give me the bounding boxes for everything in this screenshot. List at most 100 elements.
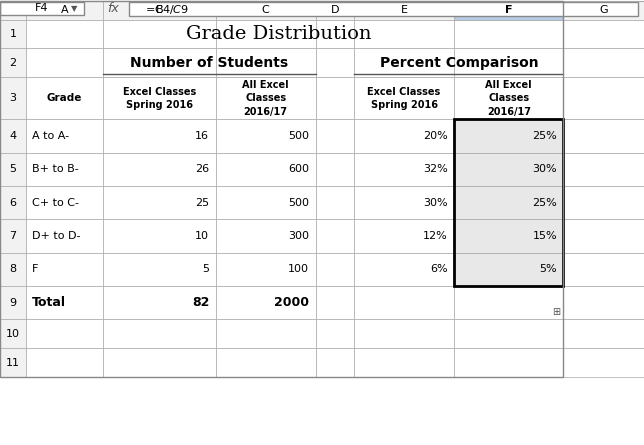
Text: 20%: 20% (423, 131, 448, 141)
Bar (316, 348, 354, 377)
Bar (216, 219, 316, 253)
Text: ▼: ▼ (71, 4, 77, 12)
Bar (216, 119, 316, 153)
Text: 16: 16 (195, 131, 209, 141)
Text: 11: 11 (6, 358, 20, 368)
Bar (0, 20, 26, 49)
Text: B+ to B-: B+ to B- (32, 164, 79, 174)
Bar (564, 77, 644, 119)
Bar (216, 20, 316, 49)
Bar (103, 49, 216, 77)
Bar (0, 253, 26, 286)
Bar (564, 20, 644, 49)
Bar (103, 253, 216, 286)
Bar (0, 153, 26, 186)
Bar (564, 153, 644, 186)
Text: F: F (505, 5, 513, 15)
Text: A to A-: A to A- (32, 131, 70, 141)
Bar (316, 77, 354, 119)
Bar (103, 153, 216, 186)
Bar (354, 320, 454, 348)
Bar (454, 49, 564, 77)
Text: Excel Classes
Spring 2016: Excel Classes Spring 2016 (123, 87, 196, 110)
Bar (216, 320, 316, 348)
Text: 30%: 30% (423, 198, 448, 208)
Text: 100: 100 (288, 264, 309, 274)
Text: 8: 8 (9, 264, 17, 274)
Bar (454, 320, 564, 348)
Bar (354, 77, 454, 119)
Bar (103, 20, 216, 49)
Text: 600: 600 (288, 164, 309, 174)
Bar (454, 219, 564, 253)
Bar (454, 1, 564, 20)
Text: 32%: 32% (423, 164, 448, 174)
Bar (26, 77, 103, 119)
Bar (316, 20, 354, 49)
Bar (129, 2, 638, 16)
Bar (216, 253, 316, 286)
Text: 25: 25 (195, 198, 209, 208)
Bar (216, 49, 316, 77)
Text: A: A (61, 5, 68, 15)
Bar (26, 49, 103, 77)
Text: 6: 6 (10, 198, 16, 208)
Text: Excel Classes
Spring 2016: Excel Classes Spring 2016 (368, 87, 440, 110)
Bar (454, 20, 564, 49)
Bar (0, 2, 84, 15)
Bar (26, 119, 103, 153)
Bar (354, 153, 454, 186)
Text: 7: 7 (9, 231, 17, 241)
Bar (564, 348, 644, 377)
Text: 500: 500 (288, 198, 309, 208)
Bar (454, 219, 564, 253)
Text: C+ to C-: C+ to C- (32, 198, 79, 208)
Bar (454, 77, 564, 119)
Bar (0, 320, 26, 348)
Bar (103, 286, 216, 320)
Bar (454, 286, 564, 320)
Text: 3: 3 (10, 93, 16, 103)
Bar (354, 348, 454, 377)
Bar (316, 1, 354, 20)
Bar (454, 119, 564, 286)
Bar (354, 286, 454, 320)
Bar (354, 119, 454, 153)
Bar (454, 153, 564, 186)
Text: 2000: 2000 (274, 296, 309, 309)
Bar (316, 49, 354, 77)
Bar (26, 186, 103, 219)
Text: Grade: Grade (47, 93, 82, 103)
Text: 12%: 12% (423, 231, 448, 241)
Text: Grade Distribution: Grade Distribution (185, 25, 372, 43)
Bar (316, 186, 354, 219)
Text: 5: 5 (202, 264, 209, 274)
Bar (564, 186, 644, 219)
Text: 300: 300 (288, 231, 309, 241)
Text: 82: 82 (192, 296, 209, 309)
Bar (26, 219, 103, 253)
Bar (26, 348, 103, 377)
Text: G: G (600, 5, 608, 15)
Bar (0, 286, 26, 320)
Text: 10: 10 (6, 329, 20, 339)
Bar (0, 49, 26, 77)
Text: D: D (330, 5, 339, 15)
Text: 25%: 25% (533, 131, 557, 141)
Text: =C4/$C$9: =C4/$C$9 (145, 3, 189, 16)
Text: F: F (32, 264, 39, 274)
Bar (216, 1, 316, 20)
Bar (454, 253, 564, 286)
Bar (354, 219, 454, 253)
Text: All Excel
Classes
2016/17: All Excel Classes 2016/17 (242, 80, 289, 117)
Bar (316, 153, 354, 186)
Text: 5%: 5% (540, 264, 557, 274)
Bar (0, 219, 26, 253)
Text: 25%: 25% (533, 198, 557, 208)
Bar (454, 253, 564, 286)
Text: 30%: 30% (533, 164, 557, 174)
Text: 5: 5 (10, 164, 16, 174)
Bar (0, 1, 564, 377)
Text: E: E (401, 5, 408, 15)
Bar (26, 253, 103, 286)
